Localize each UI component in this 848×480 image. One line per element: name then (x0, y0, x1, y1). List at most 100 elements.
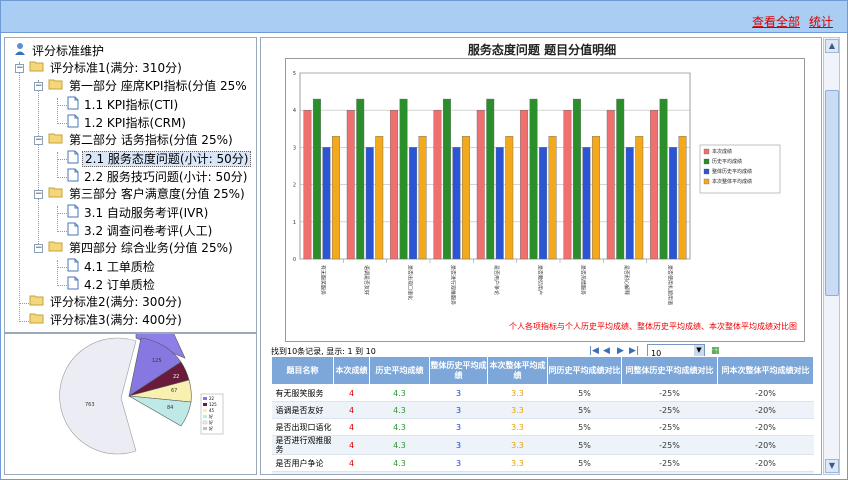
tree-connector (57, 123, 67, 124)
tree-leaf-3-1[interactable]: 3.1 自动服务考评(IVR) (67, 204, 210, 221)
score-cell: 3.3 (487, 471, 548, 474)
score-cell: -25% (621, 471, 718, 474)
bar-4 (461, 136, 470, 260)
plot-area (299, 72, 691, 260)
collapse-toggle[interactable]: − (15, 63, 24, 73)
next-page-icon[interactable]: ▶ (617, 346, 624, 356)
folder-open-icon (48, 186, 64, 203)
legend-swatch (703, 158, 710, 165)
top-toolbar: 查看全部 统计 (1, 1, 847, 33)
x-tick-label: 有无服笑服务 (320, 265, 327, 295)
folder-icon (29, 312, 45, 329)
score-cell: 4.3 (369, 471, 430, 474)
bar-3 (409, 147, 418, 260)
bar-1 (433, 110, 442, 260)
tree-connector (57, 267, 67, 268)
tree-node-part-4[interactable]: 第四部分 综合业务(分值 25%) (48, 240, 235, 257)
folder-open-icon (48, 132, 64, 149)
tree-node-part-3[interactable]: 第三部分 客户满意度(分值 25%) (48, 186, 247, 203)
vertical-scrollbar[interactable]: ▲ ▼ (823, 37, 840, 475)
tree-connector (19, 321, 29, 322)
bar-1 (390, 110, 399, 260)
collapse-toggle[interactable]: − (34, 243, 43, 253)
folder-open-icon (48, 78, 64, 95)
pie-label: 67 (171, 388, 177, 394)
tree-leaf-1-1[interactable]: 1.1 KPI指标(CTI) (67, 96, 180, 113)
score-cell: 3 (429, 401, 488, 419)
pager-bar: 找到10条记录, 显示: 1 到 10 |◀ ◀ ▶ ▶| 10 ▼ ▦ (271, 343, 811, 359)
collapse-toggle[interactable]: − (34, 81, 43, 91)
score-cell: 3.3 (487, 454, 548, 472)
column-header[interactable]: 历史平均成绩 (369, 356, 430, 385)
tree-node-part-2[interactable]: 第二部分 话务指标(分值 25%) (48, 132, 235, 149)
table-row[interactable]: 是否出现口语化 4 4.3 3 3.3 5% -25% -20% (271, 418, 814, 436)
column-header[interactable]: 题目名称 (271, 356, 334, 385)
bar-4 (635, 136, 644, 260)
svg-text:22: 22 (209, 396, 215, 401)
y-tick-label: 1 (293, 220, 296, 226)
legend-swatch (703, 168, 710, 175)
bar-3 (322, 147, 331, 260)
column-header[interactable]: 同历史平均成绩对比 (547, 356, 622, 385)
tree-node-standard-1[interactable]: 评分标准1(满分: 310分) (29, 60, 184, 77)
x-tick-label: 是否耐心解释 (623, 265, 630, 295)
first-page-icon[interactable]: |◀ (589, 346, 599, 356)
table-row[interactable]: 语调是否友好 4 4.3 3 3.3 5% -25% -20% (271, 401, 814, 419)
tree-node-standard-2[interactable]: 评分标准2(满分: 300分) (29, 294, 184, 311)
column-header[interactable]: 同本次整体平均成绩对比 (717, 356, 814, 385)
bar-4 (505, 136, 514, 260)
tree-leaf-4-1[interactable]: 4.1 工单质检 (67, 258, 157, 275)
bar-2 (486, 98, 495, 260)
score-cell: 3 (429, 384, 488, 402)
score-cell: -20% (717, 454, 814, 472)
score-cell: 5% (547, 454, 622, 472)
table-row[interactable]: 是否进行观推服务 4 4.3 3 3.3 5% -25% -20% (271, 435, 814, 455)
tree-root[interactable]: 评分标准维护 (13, 42, 106, 59)
tree-leaf-3-2[interactable]: 3.2 调查问卷考评(人工) (67, 222, 214, 239)
tree-leaf-4-2[interactable]: 4.2 订单质检 (67, 276, 157, 293)
collapse-toggle[interactable]: − (34, 189, 43, 199)
question-name-cell: 是否用户争论 (271, 454, 334, 472)
pie-label: 125 (152, 358, 162, 364)
collapse-toggle[interactable]: − (34, 135, 43, 145)
document-icon (67, 222, 79, 241)
statistics-link[interactable]: 统计 (809, 15, 834, 29)
score-cell: 5% (547, 384, 622, 402)
svg-text:好: 好 (209, 419, 213, 425)
tree-node-part-1[interactable]: 第一部分 座席KPI指标(分值 25% (48, 78, 249, 95)
tree-leaf-1-2[interactable]: 1.2 KPI指标(CRM) (67, 114, 188, 131)
scoring-standard-tree: 评分标准维护 − 评分标准1(满分: 310分) − 第一部分 座席KPI指标(… (5, 38, 256, 332)
column-header[interactable]: 本次成绩 (333, 356, 370, 385)
export-excel-icon[interactable]: ▦ (711, 346, 720, 356)
scroll-up-icon[interactable]: ▲ (825, 39, 839, 53)
tree-node-standard-3[interactable]: 评分标准3(满分: 400分) (29, 312, 184, 329)
prev-page-icon[interactable]: ◀ (603, 346, 610, 356)
score-cell: 4.3 (369, 435, 430, 455)
scroll-thumb[interactable] (825, 90, 839, 296)
bar-2 (312, 98, 321, 260)
bar-4 (548, 136, 557, 260)
view-all-link[interactable]: 查看全部 (752, 15, 801, 29)
bar-1 (346, 110, 355, 260)
pie-slice (128, 395, 192, 427)
panel-splitter[interactable] (5, 332, 256, 334)
user-icon (13, 42, 27, 61)
bar-2 (356, 98, 365, 260)
table-row[interactable]: 有无服笑服务 4 4.3 3 3.3 5% -25% -20% (271, 384, 814, 402)
column-header[interactable]: 同整体历史平均成绩对比 (621, 356, 718, 385)
table-row[interactable]: 是否敷衍用户44.333.35%-25%-20% (271, 471, 814, 474)
column-header[interactable]: 整体历史平均成绩 (429, 356, 488, 385)
question-name-cell: 语调是否友好 (271, 401, 334, 419)
legend-swatch (703, 178, 710, 185)
tree-leaf-2-2[interactable]: 2.2 服务技巧问题(小计: 50分) (67, 168, 249, 185)
page-size-select[interactable]: 10 ▼ (647, 344, 705, 358)
last-page-icon[interactable]: ▶| (629, 346, 639, 356)
pie-slice (59, 337, 137, 455)
table-row[interactable]: 是否用户争论 4 4.3 3 3.3 5% -25% -20% (271, 454, 814, 472)
score-cell: 5% (547, 471, 622, 474)
scroll-down-icon[interactable]: ▼ (825, 459, 839, 473)
tree-leaf-2-1-selected[interactable]: 2.1 服务态度问题(小计: 50分) (67, 150, 252, 167)
column-header[interactable]: 本次整体平均成绩 (487, 356, 548, 385)
score-cell: 3 (429, 471, 488, 474)
score-cell: -20% (717, 401, 814, 419)
